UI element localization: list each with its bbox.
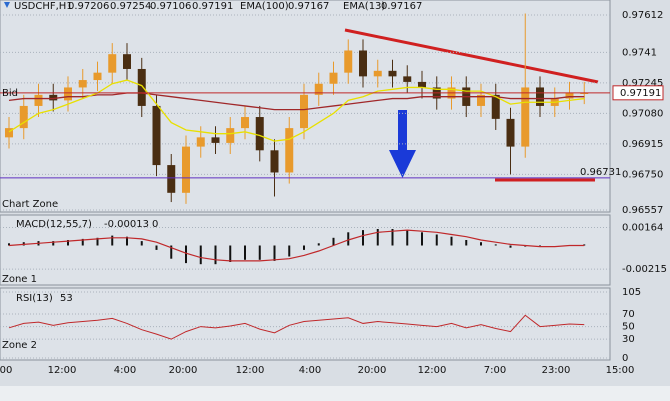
bid-box: [612, 85, 664, 101]
y-tick-label: 105: [622, 287, 641, 298]
x-tick-label: 7:00: [484, 365, 506, 376]
candle-body: [123, 54, 131, 69]
candle-body: [241, 117, 249, 129]
y-tick-label: -0.00215: [622, 264, 667, 275]
candle-body: [255, 117, 264, 151]
symbol: USDCHF,H1: [14, 1, 73, 12]
y-tick-label: 0.9741: [622, 47, 657, 58]
y-tick-label: 0.96750: [622, 169, 663, 180]
candle-body: [5, 128, 13, 138]
x-tick-label: 4:00: [299, 365, 321, 376]
candle-body: [491, 94, 500, 119]
readout: 0.97254: [110, 1, 151, 12]
scrollbar[interactable]: [0, 386, 670, 401]
candle-body: [108, 54, 117, 73]
y-tick-label: 30: [622, 334, 635, 345]
readout: 0: [152, 219, 158, 230]
x-tick-label: 12:00: [236, 365, 265, 376]
y-tick-label: 70: [622, 309, 635, 320]
rsi-line: [8, 314, 585, 340]
y-tick-label: 0.97080: [622, 108, 663, 119]
y-tick-label: 50: [622, 322, 635, 333]
candle-body: [373, 70, 382, 77]
candle-body: [506, 118, 515, 147]
zone-label: Chart Zone: [2, 199, 58, 210]
macd-panel: [0, 214, 611, 286]
panel-name: MACD(12,55,7): [16, 219, 92, 230]
rsi-panel: [0, 287, 611, 361]
readout: 53: [60, 293, 73, 304]
x-tick-label: 15:00: [606, 365, 635, 376]
indicator-value: 0.97167: [288, 1, 329, 12]
trendline: [344, 28, 599, 84]
x-tick-label: 20:00: [169, 365, 198, 376]
ema-line: [8, 79, 585, 142]
x-tick-label: 4:00: [114, 365, 136, 376]
direction-icon: [4, 2, 10, 8]
x-tick-label: 23:00: [542, 365, 571, 376]
candle-body: [226, 128, 235, 143]
candle-body: [182, 146, 190, 193]
candle-body: [359, 50, 367, 77]
x-tick-label: 00: [0, 365, 12, 376]
y-tick-label: 0.96557: [622, 205, 663, 216]
candle-body: [196, 137, 205, 147]
candle-body: [521, 87, 530, 147]
candle-body: [403, 76, 412, 82]
bid-value: 0.97191: [620, 88, 661, 99]
candle-body: [270, 150, 279, 173]
indicator-name: EMA(13): [343, 1, 385, 12]
readout: 0.97206: [68, 1, 109, 12]
candle-body: [388, 70, 397, 77]
candle-body: [19, 105, 28, 129]
candle-body: [64, 87, 72, 101]
candle-body: [565, 93, 574, 99]
y-tick-label: 0.97245: [622, 78, 663, 89]
readout: 0.97191: [192, 1, 233, 12]
candle-body: [300, 94, 308, 129]
y-tick-label: 0.00164: [622, 222, 663, 233]
zone-label: Zone 1: [2, 274, 37, 285]
readout: 0.97106: [150, 1, 191, 12]
x-tick-label: 12:00: [48, 365, 77, 376]
candle-body: [418, 81, 426, 88]
indicator-value: 0.97167: [381, 1, 422, 12]
candle-body: [167, 165, 176, 193]
x-tick-label: 12:00: [418, 365, 447, 376]
y-tick-label: 0.96915: [622, 139, 663, 150]
candle-body: [137, 68, 146, 106]
level-value: 0.96731: [580, 167, 621, 178]
zone-label: Zone 2: [2, 340, 37, 351]
candle-body: [329, 72, 338, 84]
candle-body: [314, 83, 323, 95]
candle-body: [49, 94, 58, 101]
candle-body: [211, 137, 220, 143]
candle-body: [477, 94, 485, 106]
x-tick-label: 20:00: [358, 365, 387, 376]
readout: -0.00013: [104, 219, 149, 230]
candle-body: [285, 128, 294, 173]
candle-body: [344, 50, 353, 73]
panel-name: RSI(13): [16, 293, 53, 304]
bid-label: Bid: [2, 88, 18, 99]
candle-body: [78, 80, 87, 88]
candle-body: [152, 105, 161, 166]
y-tick-label: 0: [622, 353, 628, 364]
candle-body: [93, 72, 102, 81]
indicator-name: EMA(100): [240, 1, 289, 12]
signal-line: [8, 229, 585, 262]
ema-line: [8, 92, 585, 111]
candle-body: [580, 93, 589, 94]
y-tick-label: 0.97612: [622, 10, 663, 21]
candle-body: [34, 94, 43, 106]
candle-body: [536, 87, 544, 106]
